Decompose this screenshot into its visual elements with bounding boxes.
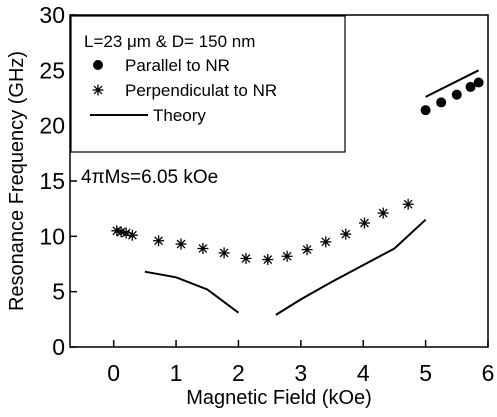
perpendicular-point	[340, 228, 352, 240]
theory-line	[275, 218, 427, 316]
perpendicular-point	[218, 247, 230, 259]
parallel-point	[420, 105, 431, 116]
legend-annotation: L=23 μm & D= 150 nm	[84, 32, 255, 51]
parallel-point	[436, 97, 447, 108]
x-axis-label: Magnetic Field (kOe)	[186, 387, 372, 409]
perpendicular-point	[358, 217, 370, 229]
x-tick-label: 5	[419, 360, 432, 386]
y-tick-label: 5	[52, 279, 65, 305]
perpendicular-point	[281, 250, 293, 262]
x-tick-label: 0	[107, 360, 120, 386]
y-tick-label: 0	[52, 334, 65, 360]
perpendicular-point	[175, 238, 187, 250]
perpendicular-point	[153, 235, 165, 247]
perpendicular-point	[320, 236, 332, 248]
y-tick-label: 25	[39, 57, 65, 83]
y-tick-label: 30	[39, 2, 65, 28]
y-tick-label: 10	[39, 223, 65, 249]
x-tick-label: 3	[294, 360, 307, 386]
perpendicular-point	[301, 244, 313, 256]
theory-line	[144, 270, 239, 314]
y-axis-label: Resonance Frequency (GHz)	[6, 51, 28, 311]
parallel-point	[473, 77, 484, 88]
y-tick-label: 15	[39, 168, 65, 194]
theory-line	[425, 69, 480, 98]
perpendicular-point	[126, 229, 138, 241]
legend-dot	[93, 60, 103, 70]
legend: L=23 μm & D= 150 nm Parallel to NR Perpe…	[70, 15, 346, 153]
axes-layer: 0 1 2 3 4 5 6 0 5 10 15 20 25 30	[39, 2, 494, 386]
perpendicular-point	[262, 254, 274, 266]
x-tick-label: 1	[170, 360, 183, 386]
legend-label-theory: Theory	[153, 106, 206, 125]
perpendicular-point	[240, 252, 252, 264]
legend-marker-parallel	[93, 60, 103, 70]
x-tick-label: 4	[357, 360, 370, 386]
magnetization-annotation: 4πMs=6.05 kOe	[81, 167, 218, 188]
x-tick-label: 6	[482, 360, 495, 386]
perpendicular-point	[377, 207, 389, 219]
legend-label-perpendicular: Perpendiculat to NR	[125, 81, 277, 100]
legend-asterisk	[92, 84, 104, 96]
data-layer	[111, 69, 484, 316]
legend-label-parallel: Parallel to NR	[125, 56, 230, 75]
parallel-point	[451, 89, 462, 100]
legend-box	[70, 15, 346, 153]
x-tick-label: 2	[232, 360, 245, 386]
perpendicular-point	[197, 243, 209, 255]
parallel-point	[465, 81, 476, 92]
legend-marker-perpendicular	[92, 84, 104, 96]
y-tick-label: 20	[39, 113, 65, 139]
perpendicular-point	[402, 198, 414, 210]
